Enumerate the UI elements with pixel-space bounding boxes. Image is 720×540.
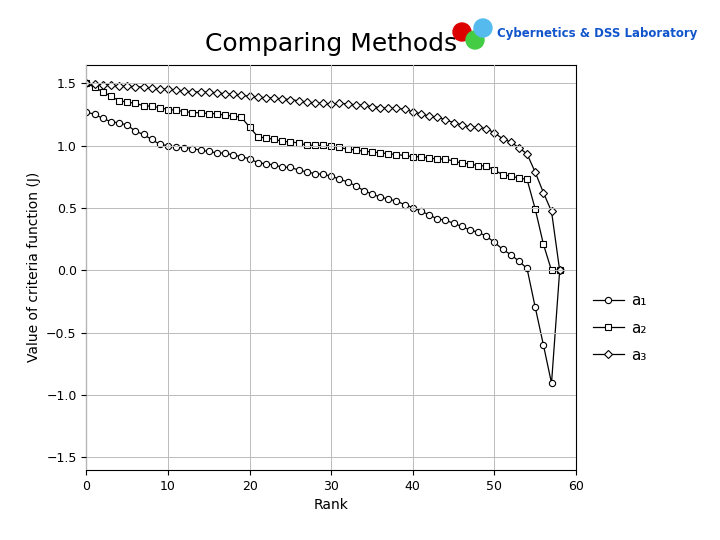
Text: Cybernetics & DSS Laboratory: Cybernetics & DSS Laboratory [497, 28, 698, 40]
a₂ [131, 100, 140, 107]
a₁ [99, 115, 107, 122]
a₁ [547, 380, 556, 387]
Line: a₁: a₁ [84, 109, 563, 386]
a₁ [425, 212, 433, 218]
a₁ [156, 141, 164, 147]
Ellipse shape [453, 23, 471, 41]
Ellipse shape [474, 19, 492, 37]
a₂ [425, 155, 433, 161]
a₃ [327, 100, 336, 107]
a₁ [131, 128, 140, 134]
a₃ [82, 80, 91, 87]
a₂ [547, 267, 556, 274]
a₁ [555, 267, 564, 274]
a₁ [82, 109, 91, 116]
Line: a₃: a₃ [84, 80, 562, 273]
a₂ [82, 80, 91, 87]
a₂ [156, 104, 164, 111]
Legend: a₁, a₂, a₃: a₁, a₂, a₃ [588, 289, 652, 367]
Ellipse shape [466, 31, 484, 49]
X-axis label: Rank: Rank [314, 498, 348, 512]
Line: a₂: a₂ [84, 80, 563, 274]
Y-axis label: Value of criteria function (J): Value of criteria function (J) [27, 172, 40, 362]
a₃ [131, 83, 140, 90]
a₁ [204, 148, 213, 155]
a₂ [99, 89, 107, 95]
a₂ [204, 110, 213, 117]
a₃ [425, 113, 433, 119]
a₃ [99, 82, 107, 88]
a₃ [204, 89, 213, 96]
Title: Comparing Methods: Comparing Methods [205, 32, 457, 56]
a₁ [327, 173, 336, 179]
a₃ [555, 267, 564, 274]
a₃ [156, 86, 164, 92]
a₂ [327, 143, 336, 149]
a₂ [555, 267, 564, 274]
